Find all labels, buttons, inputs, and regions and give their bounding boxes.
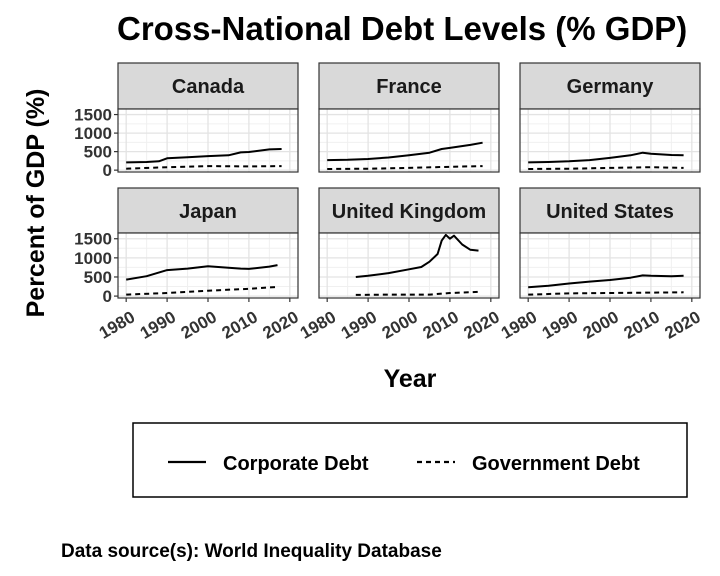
series-line-government-debt-france: [327, 165, 483, 170]
strip-label-united-kingdom: United Kingdom: [332, 201, 486, 223]
series-line-corporate-debt-japan: [126, 264, 278, 281]
strip-france: [318, 62, 500, 110]
x-tick-label: 2000: [580, 307, 622, 342]
x-tick-label: 2010: [219, 307, 261, 342]
series-line-government-debt-canada: [126, 165, 282, 170]
series-line-government-debt-united-states: [528, 291, 684, 296]
y-tick-label: 1000: [74, 249, 112, 268]
y-tick-label: 500: [84, 268, 112, 287]
series-line-corporate-debt-germany: [528, 151, 684, 164]
panel-germany: Germany: [519, 62, 701, 173]
series-line-government-debt-japan: [126, 285, 278, 296]
panel-border-germany: [519, 108, 701, 173]
x-tick-label: 2000: [178, 307, 220, 342]
strip-united-states: [519, 187, 701, 234]
series-line-corporate-debt-united-kingdom: [355, 233, 479, 278]
strip-label-canada: Canada: [172, 76, 245, 98]
series-line-corporate-debt-canada: [126, 148, 282, 164]
x-tick-label: 1990: [338, 307, 380, 342]
panel-france: France: [318, 62, 500, 173]
strip-label-united-states: United States: [546, 201, 674, 223]
panel-border-france: [318, 108, 500, 173]
y-tick-label: 1500: [74, 230, 112, 249]
x-tick-label: 2020: [662, 307, 704, 342]
strip-label-france: France: [376, 76, 442, 98]
series-line-corporate-debt-united-states: [528, 274, 684, 289]
series-line-government-debt-united-kingdom: [355, 290, 479, 296]
strip-germany: [519, 62, 701, 110]
x-tick-label: 1980: [498, 307, 540, 342]
x-tick-label: 1990: [137, 307, 179, 342]
x-tick-label: 2010: [420, 307, 462, 342]
chart-title: Cross-National Debt Levels (% GDP): [117, 10, 687, 47]
x-tick-label: 2010: [621, 307, 663, 342]
legend: Corporate Debt Government Debt: [132, 422, 688, 498]
x-tick-label: 1980: [297, 307, 339, 342]
series-line-corporate-debt-france: [327, 141, 483, 162]
y-tick-label: 0: [103, 161, 112, 180]
y-tick-label: 1500: [74, 106, 112, 125]
strip-label-germany: Germany: [567, 76, 655, 98]
strip-canada: [117, 62, 299, 110]
legend-label-government-debt: Government Debt: [472, 453, 640, 475]
legend-box: [132, 422, 688, 498]
strip-label-japan: Japan: [179, 201, 237, 223]
strip-japan: [117, 187, 299, 234]
y-tick-label: 0: [103, 287, 112, 306]
x-tick-label: 2020: [260, 307, 302, 342]
x-tick-label: 2020: [461, 307, 503, 342]
x-tick-label: 1990: [539, 307, 581, 342]
series-line-government-debt-germany: [528, 166, 684, 170]
y-axis-title: Percent of GDP (%): [22, 89, 50, 318]
panel-border-canada: [117, 108, 299, 173]
x-axis-title: Year: [384, 365, 437, 393]
y-tick-label: 500: [84, 143, 112, 162]
y-tick-label: 1000: [74, 124, 112, 143]
data-source-caption: Data source(s): World Inequality Databas…: [61, 541, 442, 562]
legend-label-corporate-debt: Corporate Debt: [223, 453, 369, 475]
x-tick-label: 2000: [379, 307, 421, 342]
x-tick-label: 1980: [96, 307, 138, 342]
